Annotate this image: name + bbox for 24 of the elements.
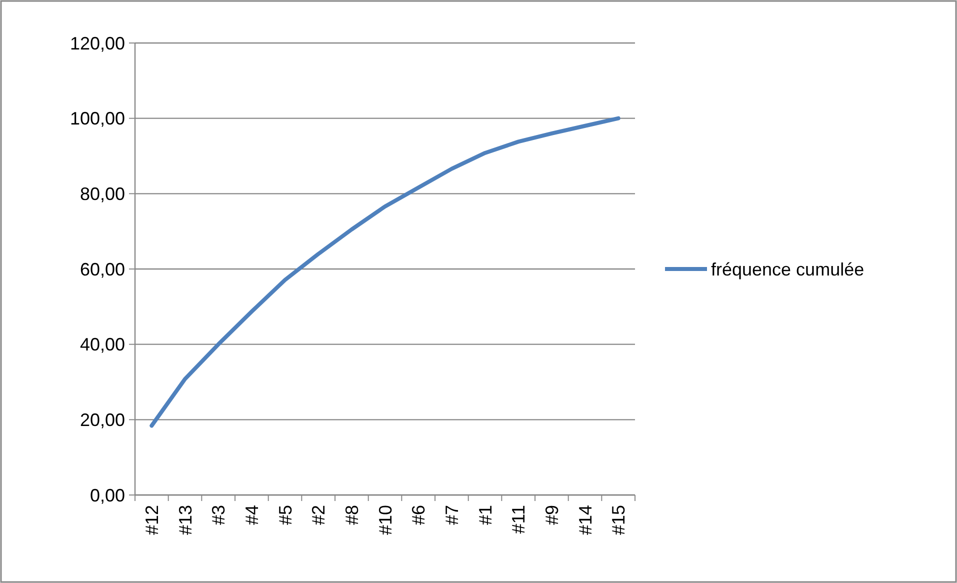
x-tick-label: #11 — [508, 505, 529, 534]
x-tick-label: #12 — [142, 505, 162, 536]
line-series — [150, 116, 620, 428]
x-tick-label: #8 — [342, 505, 362, 526]
y-tick-label: 80,00 — [80, 184, 125, 204]
y-tick-label: 100,00 — [70, 108, 125, 129]
x-tick-label: #9 — [542, 505, 562, 526]
x-tick-label: #1 — [475, 505, 496, 526]
y-tick-label: 60,00 — [80, 259, 125, 280]
y-tick-label: 120,00 — [70, 33, 125, 54]
x-tick-label: #15 — [608, 505, 629, 536]
y-tick-label: 40,00 — [80, 334, 125, 355]
x-tick-label: #2 — [308, 505, 329, 526]
x-tick-label: #6 — [408, 505, 429, 526]
x-tick-label: #5 — [275, 505, 296, 526]
y-tick-label: 0,00 — [90, 485, 125, 506]
x-tick-label: #13 — [175, 505, 196, 536]
x-tick-label: #14 — [575, 505, 596, 536]
x-tick-label: #7 — [442, 505, 462, 526]
legend-label: fréquence cumulée — [711, 259, 864, 280]
x-tick-label: #10 — [375, 505, 396, 536]
y-tick-label: 20,00 — [80, 410, 125, 430]
x-tick-label: #4 — [242, 505, 262, 526]
x-tick-label: #3 — [208, 505, 229, 526]
